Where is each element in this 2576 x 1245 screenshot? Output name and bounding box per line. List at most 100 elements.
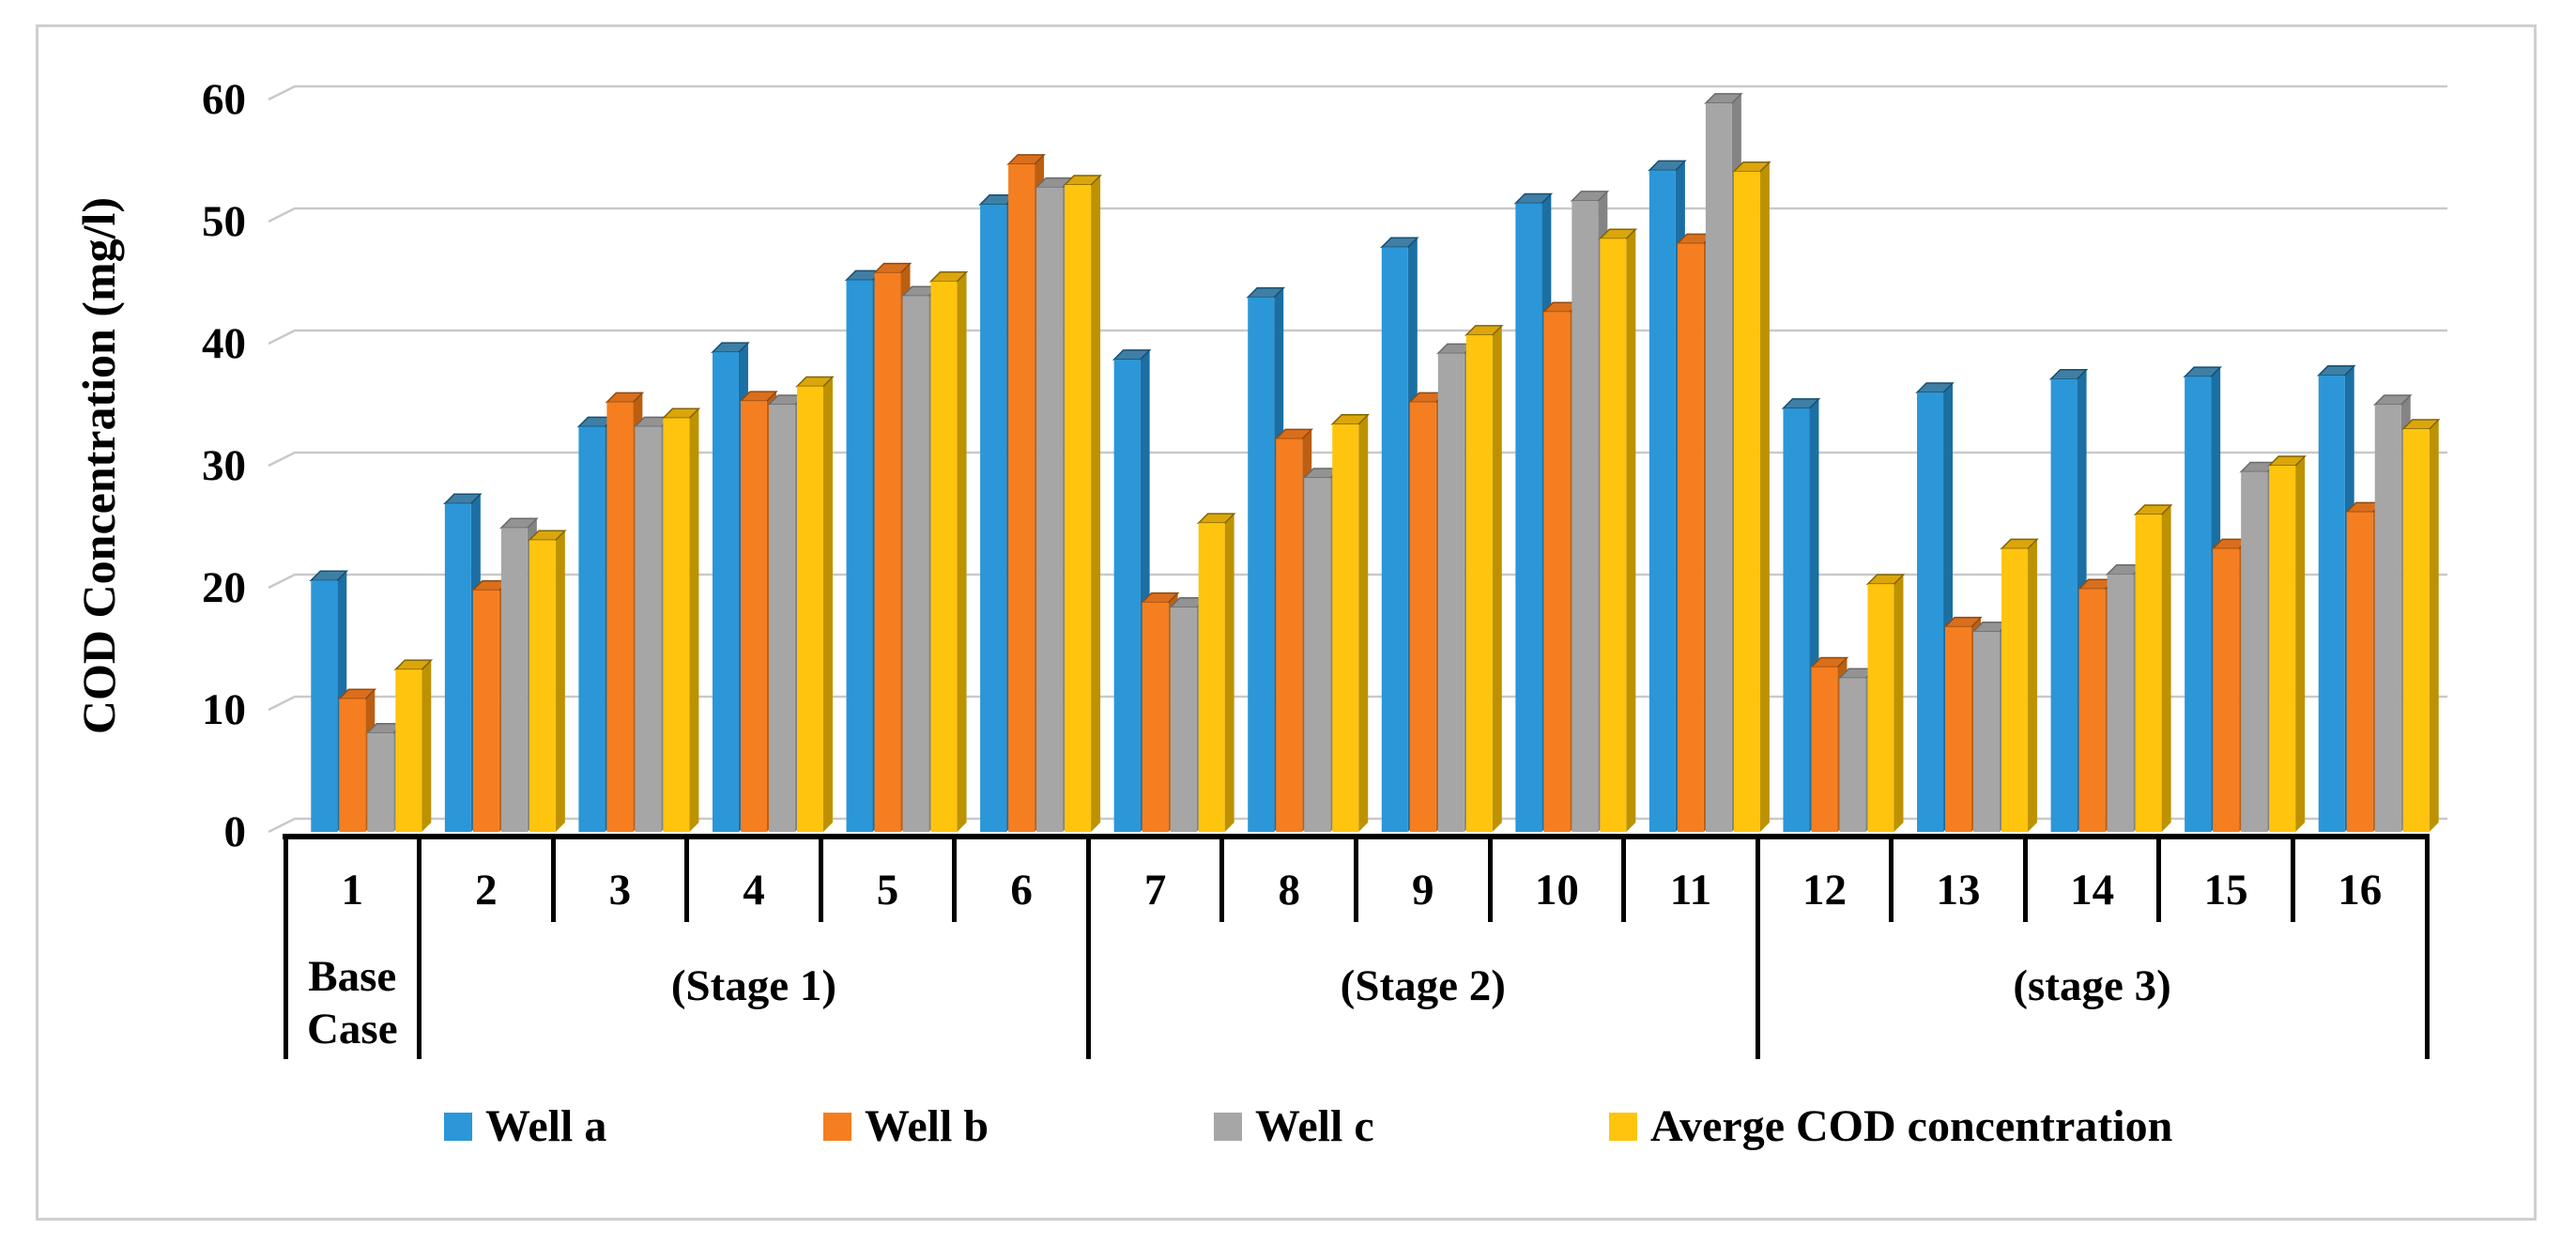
table-divider-long [2424, 834, 2430, 1059]
table-divider-short [2290, 839, 2295, 922]
bar-side [1358, 414, 1369, 832]
legend-swatch [1609, 1113, 1637, 1141]
y-tick-label-50: 50 [202, 197, 246, 246]
table-divider-short [1621, 839, 1627, 922]
bar-group-4 [711, 342, 835, 833]
category-label-14: 14 [2070, 866, 2115, 915]
bar-group-2 [443, 493, 567, 832]
bar-averge-cod-concentration-13 [2000, 538, 2039, 832]
bar-face [2318, 375, 2345, 832]
bar-averge-cod-concentration-8 [1330, 414, 1371, 832]
table-divider-short [952, 839, 958, 922]
legend-swatch [444, 1113, 472, 1141]
bar-well-a-7 [1112, 349, 1152, 832]
bar-face [1304, 478, 1331, 832]
group-label-base-case: Base Case [285, 950, 420, 1055]
table-divider-short [1889, 839, 1894, 922]
bar-averge-cod-concentration-7 [1196, 513, 1236, 832]
bar-face [902, 296, 929, 832]
legend-label: Averge COD concentration [1650, 1101, 2173, 1151]
table-divider-short [550, 839, 556, 922]
bar-face [1036, 187, 1064, 833]
bar-face [311, 580, 338, 832]
bar-face [1705, 102, 1732, 832]
bar-face [2185, 377, 2212, 832]
legend-item-averge-cod-concentration: Averge COD concentration [1609, 1099, 2172, 1155]
table-divider-short [1487, 839, 1493, 922]
group-label--stage-2-: (Stage 2) [1340, 961, 1506, 1010]
bar-side [1492, 325, 1502, 832]
legend-item-well-c: Well c [1214, 1099, 1374, 1155]
bar-face [1381, 247, 1408, 832]
bar-face [635, 426, 662, 832]
bar-face [1142, 602, 1169, 832]
bar-group-15 [2183, 366, 2307, 832]
bar-face [1515, 203, 1542, 832]
bar-face [1465, 334, 1493, 832]
group-label-line: Base [308, 952, 397, 1001]
bar-face [1409, 402, 1436, 832]
bar-side [1759, 161, 1770, 832]
bar-averge-cod-concentration-9 [1464, 325, 1504, 832]
bar-face [2107, 574, 2134, 832]
bar-face [606, 402, 634, 832]
bar-face [2241, 471, 2268, 832]
group-label--stage-1-: (Stage 1) [670, 961, 837, 1010]
bar-side [2028, 539, 2038, 832]
bar-group-6 [978, 154, 1102, 833]
bar-face [1811, 667, 1838, 832]
table-divider-short [2156, 839, 2162, 922]
bar-face [1783, 407, 1810, 832]
bar-group-11 [1648, 93, 1771, 832]
bar-face [1113, 359, 1141, 832]
bar-averge-cod-concentration-11 [1732, 161, 1771, 832]
bar-face [1332, 423, 1359, 832]
table-divider-short [1354, 839, 1358, 922]
bar-averge-cod-concentration-15 [2267, 455, 2307, 832]
bar-face [1867, 584, 1894, 832]
legend-label: Well a [485, 1101, 607, 1151]
bar-side [1894, 575, 1904, 832]
y-tick-label-10: 10 [202, 685, 246, 734]
bar-face [1917, 392, 1944, 832]
bar-face [1839, 678, 1866, 832]
bar-face [1008, 163, 1035, 832]
bar-side [1626, 229, 1636, 832]
bar-face [2269, 466, 2296, 832]
bar-face [846, 280, 873, 832]
category-label-15: 15 [2203, 866, 2248, 915]
bar-face [367, 732, 394, 832]
bar-face [1198, 523, 1225, 832]
legend-item-well-b: Well b [823, 1099, 989, 1155]
group-label--stage-3-: (stage 3) [2013, 961, 2171, 1010]
bar-group-3 [576, 392, 701, 832]
category-label-10: 10 [1534, 866, 1579, 915]
table-divider-long [1755, 834, 1760, 1059]
legend-swatch [823, 1113, 851, 1141]
table-divider-short [2022, 839, 2028, 922]
table-divider-short [684, 839, 690, 922]
bar-side [1091, 176, 1101, 832]
bar-face [529, 540, 556, 832]
category-label-1: 1 [341, 866, 364, 915]
y-tick-label-60: 60 [202, 75, 246, 124]
bar-group-5 [844, 262, 969, 833]
bar-face [578, 426, 606, 832]
category-label-2: 2 [475, 866, 498, 915]
bar-face [395, 669, 422, 832]
bar-face [1973, 631, 2001, 832]
y-tick-label-20: 20 [202, 563, 246, 612]
category-label-3: 3 [608, 866, 632, 915]
bar-face [2374, 405, 2401, 832]
bar-averge-cod-concentration-2 [528, 530, 567, 832]
bar-face [980, 204, 1007, 833]
bar-side [689, 408, 699, 832]
bar-side [2161, 505, 2171, 832]
bar-face [2402, 429, 2430, 832]
bar-group-7 [1112, 349, 1236, 832]
bar-face [1733, 171, 1760, 832]
bar-face [663, 418, 690, 832]
bar-face [768, 405, 795, 832]
